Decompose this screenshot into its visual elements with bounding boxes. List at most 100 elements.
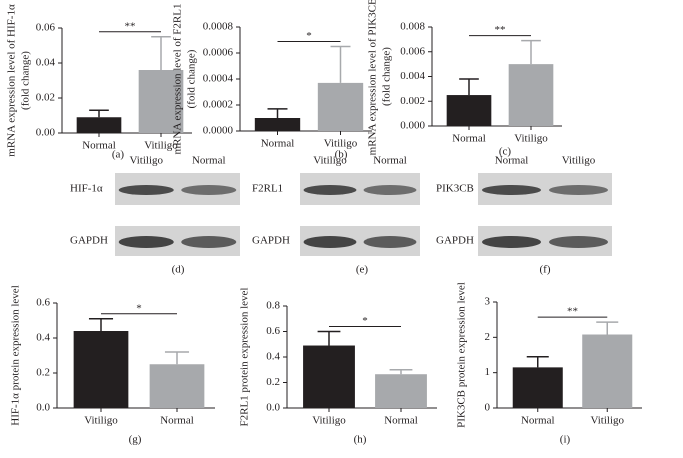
blot-band (549, 236, 608, 248)
x-tick-label: Normal (261, 138, 295, 150)
significance-label: * (306, 30, 312, 42)
x-tick-label: Vitiligo (324, 138, 358, 150)
y-tick-label: 0.002 (400, 95, 425, 107)
panel-label: (a) (112, 149, 125, 161)
y-tick-label: 0.2 (266, 376, 280, 388)
y-tick-label: 0.0002 (203, 99, 233, 111)
blot-band (181, 185, 237, 195)
panel-label: (e) (356, 264, 369, 276)
y-tick-label: 0.00 (36, 127, 56, 139)
y-tick-label: 0.0008 (203, 21, 234, 33)
blot-band (482, 236, 541, 248)
y-tick-label: 1 (485, 366, 491, 378)
blot-band (549, 185, 608, 195)
y-tick-label: 3 (485, 296, 491, 308)
row-label: HIF-1α (70, 183, 103, 195)
x-tick-label: Normal (384, 415, 418, 427)
y-axis-label: F2RL1 protein expression level (239, 287, 251, 426)
panel-label: (f) (540, 264, 551, 276)
y-axis-label: mRNA expression level of F2RL1 (172, 4, 184, 155)
bar (317, 82, 364, 131)
x-tick-label: Normal (160, 415, 194, 427)
row-label: PIK3CB (436, 183, 474, 195)
y-axis-label: mRNA expression level of HIF-1α (6, 4, 18, 157)
lane-label: Normal (495, 155, 529, 167)
bar (512, 367, 563, 408)
lane-label: Vitiligo (562, 155, 596, 167)
y-tick-label: 0.04 (36, 57, 56, 69)
bar (508, 64, 554, 126)
row-label: GAPDH (70, 235, 108, 247)
blot-band (363, 236, 417, 248)
y-tick-label: 2 (485, 331, 491, 343)
panel-label: (c) (499, 146, 512, 158)
row-label: GAPDH (436, 235, 474, 247)
lane-label: Normal (192, 155, 226, 167)
x-tick-label: Normal (82, 140, 116, 152)
bar (582, 334, 633, 408)
x-tick-label: Vitiligo (84, 415, 118, 427)
blot-band (303, 236, 357, 248)
y-tick-label: 0.0000 (203, 125, 234, 137)
y-tick-label: 0.004 (400, 70, 425, 82)
row-label: F2RL1 (252, 183, 283, 195)
y-tick-label: 0.006 (400, 45, 425, 57)
significance-label: * (362, 315, 368, 327)
bar (73, 331, 129, 408)
y-tick-label: 0 (485, 402, 491, 414)
bar (138, 70, 184, 133)
y-axis-label: mRNA expression level of PIK3CB (367, 0, 379, 155)
lane-label: Vitiligo (313, 155, 347, 167)
panel-label: (b) (335, 149, 348, 161)
y-tick-label: 0.02 (36, 92, 55, 104)
row-label: GAPDH (252, 235, 290, 247)
y-tick-label: 0.06 (36, 22, 56, 34)
y-axis-label: (fold change) (20, 51, 32, 110)
blot-band (118, 236, 174, 248)
y-tick-label: 0.0006 (203, 47, 234, 59)
blot-band (118, 185, 174, 195)
panel-label: (h) (354, 434, 367, 446)
x-tick-label: Normal (521, 415, 555, 427)
y-tick-label: 0.4 (36, 332, 50, 344)
y-tick-label: 0.4 (266, 351, 280, 363)
panel-label: (d) (172, 264, 185, 276)
y-axis-label: PIK3CB protein expression level (456, 282, 468, 428)
bar (303, 345, 355, 408)
y-tick-label: 0.0004 (203, 73, 234, 85)
x-tick-label: Vitiligo (312, 415, 346, 427)
bar (254, 118, 301, 131)
x-tick-label: Normal (452, 133, 486, 145)
significance-label: ** (495, 24, 506, 36)
bar (446, 95, 492, 126)
y-tick-label: 0.000 (400, 120, 425, 132)
y-axis-label: (fold change) (381, 47, 393, 106)
y-tick-label: 0.008 (400, 21, 425, 33)
bar (149, 364, 205, 408)
blot-band (482, 185, 541, 195)
bar (375, 374, 427, 408)
y-tick-label: 0.6 (36, 297, 50, 309)
y-tick-label: 0.0 (36, 402, 50, 414)
x-tick-label: Vitiligo (590, 415, 624, 427)
y-axis-label: (fold change) (186, 49, 198, 108)
y-tick-label: 0.2 (36, 367, 50, 379)
x-tick-label: Vitiligo (514, 133, 548, 145)
significance-label: ** (567, 306, 578, 318)
y-tick-label: 0.8 (266, 300, 280, 312)
panel-label: (g) (129, 434, 142, 446)
blot-band (303, 185, 357, 195)
blot-band (181, 236, 237, 248)
y-tick-label: 0.6 (266, 325, 280, 337)
significance-label: * (136, 302, 142, 314)
y-axis-label: HIF-1α protein expression level (10, 285, 22, 425)
bar (76, 117, 122, 133)
significance-label: ** (125, 20, 136, 32)
lane-label: Vitiligo (129, 155, 163, 167)
panel-label: (i) (560, 434, 571, 446)
blot-band (363, 185, 417, 195)
lane-label: Normal (373, 155, 407, 167)
x-tick-label: Vitiligo (144, 140, 178, 152)
y-tick-label: 0.0 (266, 402, 280, 414)
